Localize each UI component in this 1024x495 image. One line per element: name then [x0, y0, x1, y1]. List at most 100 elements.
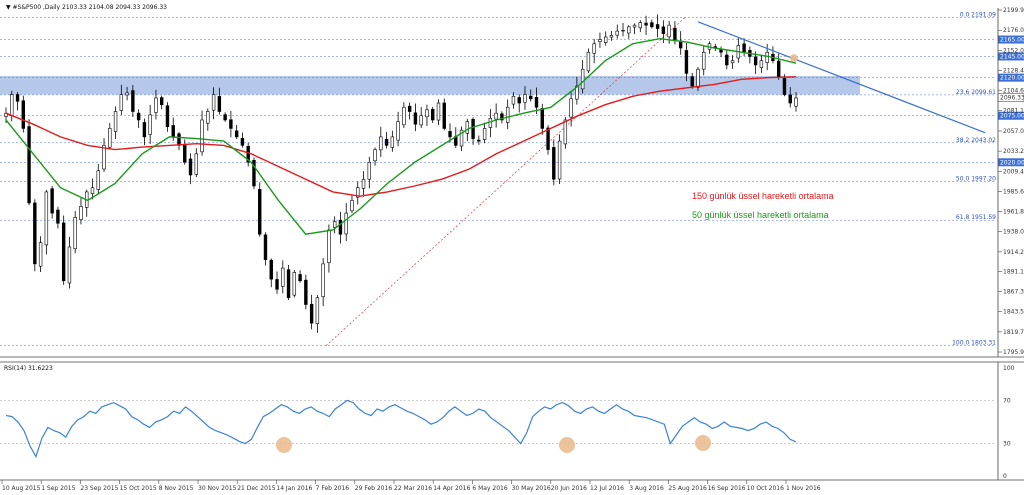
level-tag-label: 2120.00 — [1000, 75, 1024, 82]
time-tick-label: 23 Sep 2015 — [80, 485, 118, 492]
candle-body — [627, 26, 631, 34]
candle-body — [529, 95, 533, 100]
candle-body — [580, 68, 585, 90]
fib-label: 23.6 2099.61 — [956, 89, 996, 96]
candle-body — [523, 94, 527, 103]
candle-body — [108, 128, 112, 148]
candle-body — [465, 121, 470, 134]
candle-body — [90, 187, 95, 194]
ema150-line — [5, 76, 797, 197]
candle-body — [494, 112, 498, 120]
candles — [4, 14, 798, 333]
candle-body — [379, 136, 383, 151]
price-tick-label: 2128.40 — [1003, 68, 1024, 75]
rsi-tick-label: 30 — [1003, 441, 1011, 448]
candle-body — [788, 94, 792, 104]
candle-body — [309, 303, 314, 324]
candle-body — [540, 108, 544, 129]
candle-body — [696, 68, 700, 88]
time-tick-label: 10 Aug 2015 — [2, 485, 41, 492]
candle-body — [586, 51, 591, 72]
candle-body — [67, 246, 72, 284]
candle-body — [644, 22, 648, 26]
candle-body — [252, 160, 256, 187]
candle-body — [690, 76, 694, 87]
ema50-annotation: 50 günlük üssel hareketli ortalama — [692, 210, 829, 220]
candle-body — [56, 209, 60, 224]
candle-body — [667, 24, 671, 38]
candle-body — [15, 94, 20, 102]
time-tick-label: 15 Oct 2015 — [120, 485, 157, 492]
price-tick-label: 2104.60 — [1003, 88, 1024, 95]
candle-body — [206, 111, 210, 124]
price-tick-label: 1843.50 — [1003, 309, 1024, 316]
rsi-oversold-marker — [559, 437, 575, 453]
candle-body — [281, 267, 285, 287]
rsi-tick-label: 70 — [1003, 397, 1011, 404]
candle-body — [165, 105, 170, 128]
time-tick-label: 30 May 2016 — [512, 485, 551, 492]
time-tick-label: 8 Nov 2015 — [159, 485, 194, 492]
ema50-line — [5, 37, 797, 235]
fib-retracement — [325, 17, 686, 346]
candle-body — [211, 94, 216, 111]
time-tick-label: 3 Aug 2016 — [629, 485, 664, 492]
candle-body — [131, 90, 135, 112]
candle-body — [38, 242, 43, 267]
moving-averages — [5, 37, 797, 235]
candle-body — [673, 27, 677, 40]
price-tick-label: 1938.00 — [1003, 229, 1024, 236]
candle-body — [136, 112, 141, 121]
candle-body — [263, 234, 268, 260]
candle-body — [73, 217, 77, 250]
candle-body — [33, 202, 37, 265]
candle-body — [396, 121, 400, 141]
candle-body — [407, 105, 412, 112]
candle-body — [552, 147, 556, 180]
candle-body — [632, 24, 637, 28]
rsi-title: RSI(14) 31.6223 — [4, 365, 53, 372]
candle-body — [344, 212, 348, 235]
candle-body — [258, 189, 262, 235]
time-tick-label: 21 Dec 2015 — [237, 485, 276, 492]
time-tick-label: 7 Feb 2016 — [316, 485, 350, 492]
candle-body — [321, 263, 325, 297]
candle-body — [240, 138, 245, 146]
candle-body — [304, 279, 308, 305]
candle-body — [292, 272, 297, 296]
candle-body — [477, 139, 481, 142]
price-tick-label: 1891.15 — [1003, 268, 1024, 275]
candle-body — [4, 112, 8, 117]
rsi-line — [5, 399, 797, 459]
candle-body — [125, 92, 129, 96]
candle-body — [661, 26, 666, 34]
level-tag — [998, 52, 1024, 61]
candle-body — [61, 222, 66, 282]
price-tick-label: 1867.30 — [1003, 289, 1024, 296]
candle-body — [367, 161, 371, 180]
candle-body — [350, 200, 354, 212]
candle-body — [413, 112, 418, 125]
candle-body — [50, 188, 54, 214]
candle-body — [482, 128, 487, 140]
candle-body — [575, 85, 579, 100]
price-tick-label: 1819.70 — [1003, 329, 1024, 336]
candle-body — [442, 102, 446, 129]
candle-body — [113, 111, 118, 132]
candle-body — [402, 106, 406, 126]
time-tick-label: 10 Oct 2016 — [747, 485, 784, 492]
candle-body — [563, 119, 568, 145]
price-axis: 2199.90 2176.00 2152.00 2128.40 2104.60 2081.… — [998, 7, 1024, 356]
level-tag-label: 2075.00 — [1000, 113, 1024, 120]
candle-body — [765, 51, 769, 63]
candle-body — [154, 97, 158, 113]
candle-body — [27, 126, 31, 204]
rsi-oversold-marker — [695, 435, 711, 451]
candle-body — [650, 22, 654, 28]
candle-body — [615, 30, 619, 36]
candle-body — [794, 97, 798, 107]
candle-body — [488, 117, 493, 128]
candle-body — [777, 60, 781, 78]
price-tick-label: 1795.90 — [1003, 349, 1024, 356]
